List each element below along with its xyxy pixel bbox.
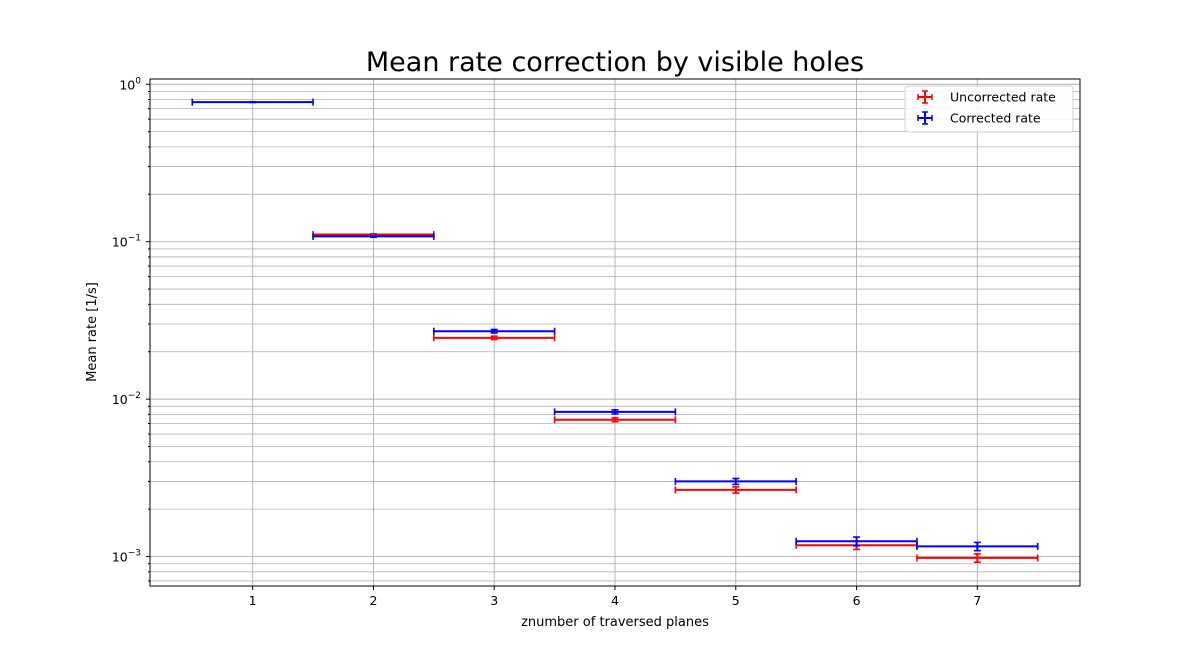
x-tick-label: 2: [369, 593, 377, 608]
x-tick-label: 3: [490, 593, 498, 608]
chart-title: Mean rate correction by visible holes: [366, 47, 864, 78]
legend: Uncorrected rate Corrected rate: [904, 85, 1074, 133]
y-axis-label: Mean rate [1/s]: [85, 282, 100, 382]
errorbar-point: [916, 541, 1039, 552]
legend-entry: Uncorrected rate: [917, 90, 1056, 105]
y-tick-label: 100: [119, 76, 141, 92]
errorbar-point: [916, 553, 1039, 564]
series-corrected: [191, 98, 1039, 552]
errorbar-point: [433, 327, 556, 335]
x-tick-label: 7: [973, 593, 981, 608]
errorbar-point: [795, 536, 918, 547]
x-axis-label: znumber of traversed planes: [521, 615, 709, 630]
errorbar-point: [553, 408, 677, 416]
errorbar-point: [191, 98, 314, 106]
x-tick-label: 5: [732, 593, 740, 608]
errorbar-point: [553, 416, 677, 424]
y-tick-label: 10−3: [112, 549, 141, 565]
x-tick-label: 1: [249, 593, 257, 608]
errorbar-point: [674, 477, 797, 486]
legend-box: [904, 85, 1074, 133]
legend-label: Uncorrected rate: [950, 90, 1056, 105]
errorbar-point: [433, 334, 556, 342]
legend-label: Corrected rate: [950, 111, 1041, 126]
x-tick-label: 6: [853, 593, 861, 608]
errorbar-point: [674, 486, 797, 494]
series-uncorrected: [312, 231, 1039, 564]
errorbar-layer: [191, 98, 1039, 564]
x-tick-label: 4: [611, 593, 619, 608]
y-tick-label: 10−1: [112, 234, 141, 250]
grid-layer: [150, 79, 1080, 586]
y-tick-label: 10−2: [112, 391, 141, 407]
axes-layer: 1 2 3 4 5 6 7 10−3 10−2 10−1 100: [112, 76, 982, 608]
errorbar-point: [312, 232, 435, 240]
legend-entry: Corrected rate: [917, 111, 1041, 126]
